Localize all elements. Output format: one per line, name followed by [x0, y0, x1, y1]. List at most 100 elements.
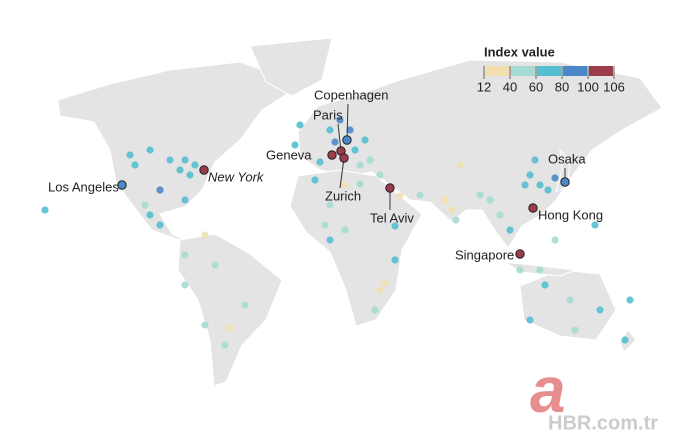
city-label: Geneva — [266, 147, 312, 162]
city-dot — [146, 211, 154, 219]
city-dot — [391, 222, 399, 230]
legend: Index value 12 40 60 80 100 106 — [477, 44, 625, 94]
city-dot — [596, 306, 604, 314]
city-dot — [551, 236, 559, 244]
greenland — [249, 37, 333, 97]
legend-tick-label: 12 — [477, 79, 491, 94]
city-dot — [199, 165, 209, 175]
city-dot — [326, 236, 334, 244]
legend-tick-label: 40 — [503, 79, 517, 94]
city-dot — [316, 158, 324, 166]
city-dot — [396, 192, 404, 200]
city-label: Copenhagen — [314, 87, 388, 102]
legend-swatch — [563, 66, 587, 76]
city-dot — [381, 279, 389, 287]
city-label: Zurich — [325, 188, 361, 203]
city-label: Tel Aviv — [370, 210, 414, 225]
city-dot — [146, 146, 154, 154]
city-dot — [41, 206, 49, 214]
city-dot — [342, 135, 352, 145]
city-dot — [181, 251, 189, 259]
watermark-text: HBR.com.tr — [548, 412, 658, 434]
city-label: Hong Kong — [538, 207, 603, 222]
city-label: Los Angeles — [48, 179, 119, 194]
city-dot — [391, 256, 399, 264]
city-dot — [181, 156, 189, 164]
city-dot — [528, 203, 538, 213]
city-dot — [201, 321, 209, 329]
city-dot — [339, 153, 349, 163]
legend-tick-label: 60 — [529, 79, 543, 94]
city-dot — [181, 281, 189, 289]
city-label: Paris — [313, 107, 343, 122]
city-dot — [166, 156, 174, 164]
city-dot — [371, 306, 379, 314]
city-dot — [321, 221, 329, 229]
city-dot — [536, 181, 544, 189]
legend-title: Index value — [484, 44, 555, 59]
city-dot — [560, 177, 570, 187]
watermark-logo: a — [530, 354, 566, 426]
city-dot — [241, 301, 249, 309]
dots — [41, 116, 634, 349]
south-america — [177, 233, 283, 387]
city-dot — [296, 121, 304, 129]
north-america — [57, 59, 296, 247]
city-dot — [456, 161, 464, 169]
city-dot — [291, 141, 299, 149]
city-dot — [571, 326, 579, 334]
legend-tick-label: 106 — [603, 79, 625, 94]
city-label: Osaka — [548, 151, 586, 166]
city-dot — [326, 201, 334, 209]
city-label: Singapore — [455, 247, 514, 262]
city-dot — [191, 161, 199, 169]
city-dot — [156, 221, 164, 229]
city-dot — [526, 171, 534, 179]
watermark: a HBR.com.tr — [530, 354, 658, 434]
city-dot — [361, 136, 369, 144]
city-dot — [516, 266, 524, 274]
city-dot — [476, 191, 484, 199]
city-dot — [376, 171, 384, 179]
city-dot — [366, 156, 374, 164]
leader-line — [339, 157, 345, 189]
city-dot — [544, 186, 552, 194]
city-dot — [541, 281, 549, 289]
land — [57, 37, 663, 387]
city-dot — [331, 138, 339, 146]
legend-swatch — [589, 66, 613, 76]
australia — [519, 269, 617, 341]
city-dot — [176, 166, 184, 174]
leader-line — [346, 103, 349, 141]
city-dot — [341, 226, 349, 234]
legend-tick-label: 100 — [577, 79, 599, 94]
city-dot — [526, 316, 534, 324]
city-dot — [226, 324, 234, 332]
city-labels: Copenhagen Paris Geneva Zurich Los Angeles Ne… — [48, 87, 603, 262]
city-dot — [131, 161, 139, 169]
legend-swatch — [537, 66, 561, 76]
city-dot — [506, 226, 514, 234]
city-dot — [356, 161, 364, 169]
city-dot — [591, 221, 599, 229]
city-dot — [126, 151, 134, 159]
legend-swatch — [511, 66, 535, 76]
city-dot — [448, 206, 456, 214]
city-dot — [211, 261, 219, 269]
city-dot — [376, 286, 384, 294]
city-dot — [327, 150, 337, 160]
city-dot — [385, 183, 395, 193]
city-dot — [566, 296, 574, 304]
city-dot — [201, 231, 209, 239]
city-dot — [551, 174, 559, 182]
city-dot — [515, 249, 525, 259]
city-label: New York — [208, 169, 265, 184]
city-dot — [341, 181, 349, 189]
city-dot — [441, 196, 449, 204]
city-dot — [626, 296, 634, 304]
city-dot — [486, 196, 494, 204]
city-dot — [181, 196, 189, 204]
city-dot — [311, 176, 319, 184]
city-dot — [156, 186, 164, 194]
